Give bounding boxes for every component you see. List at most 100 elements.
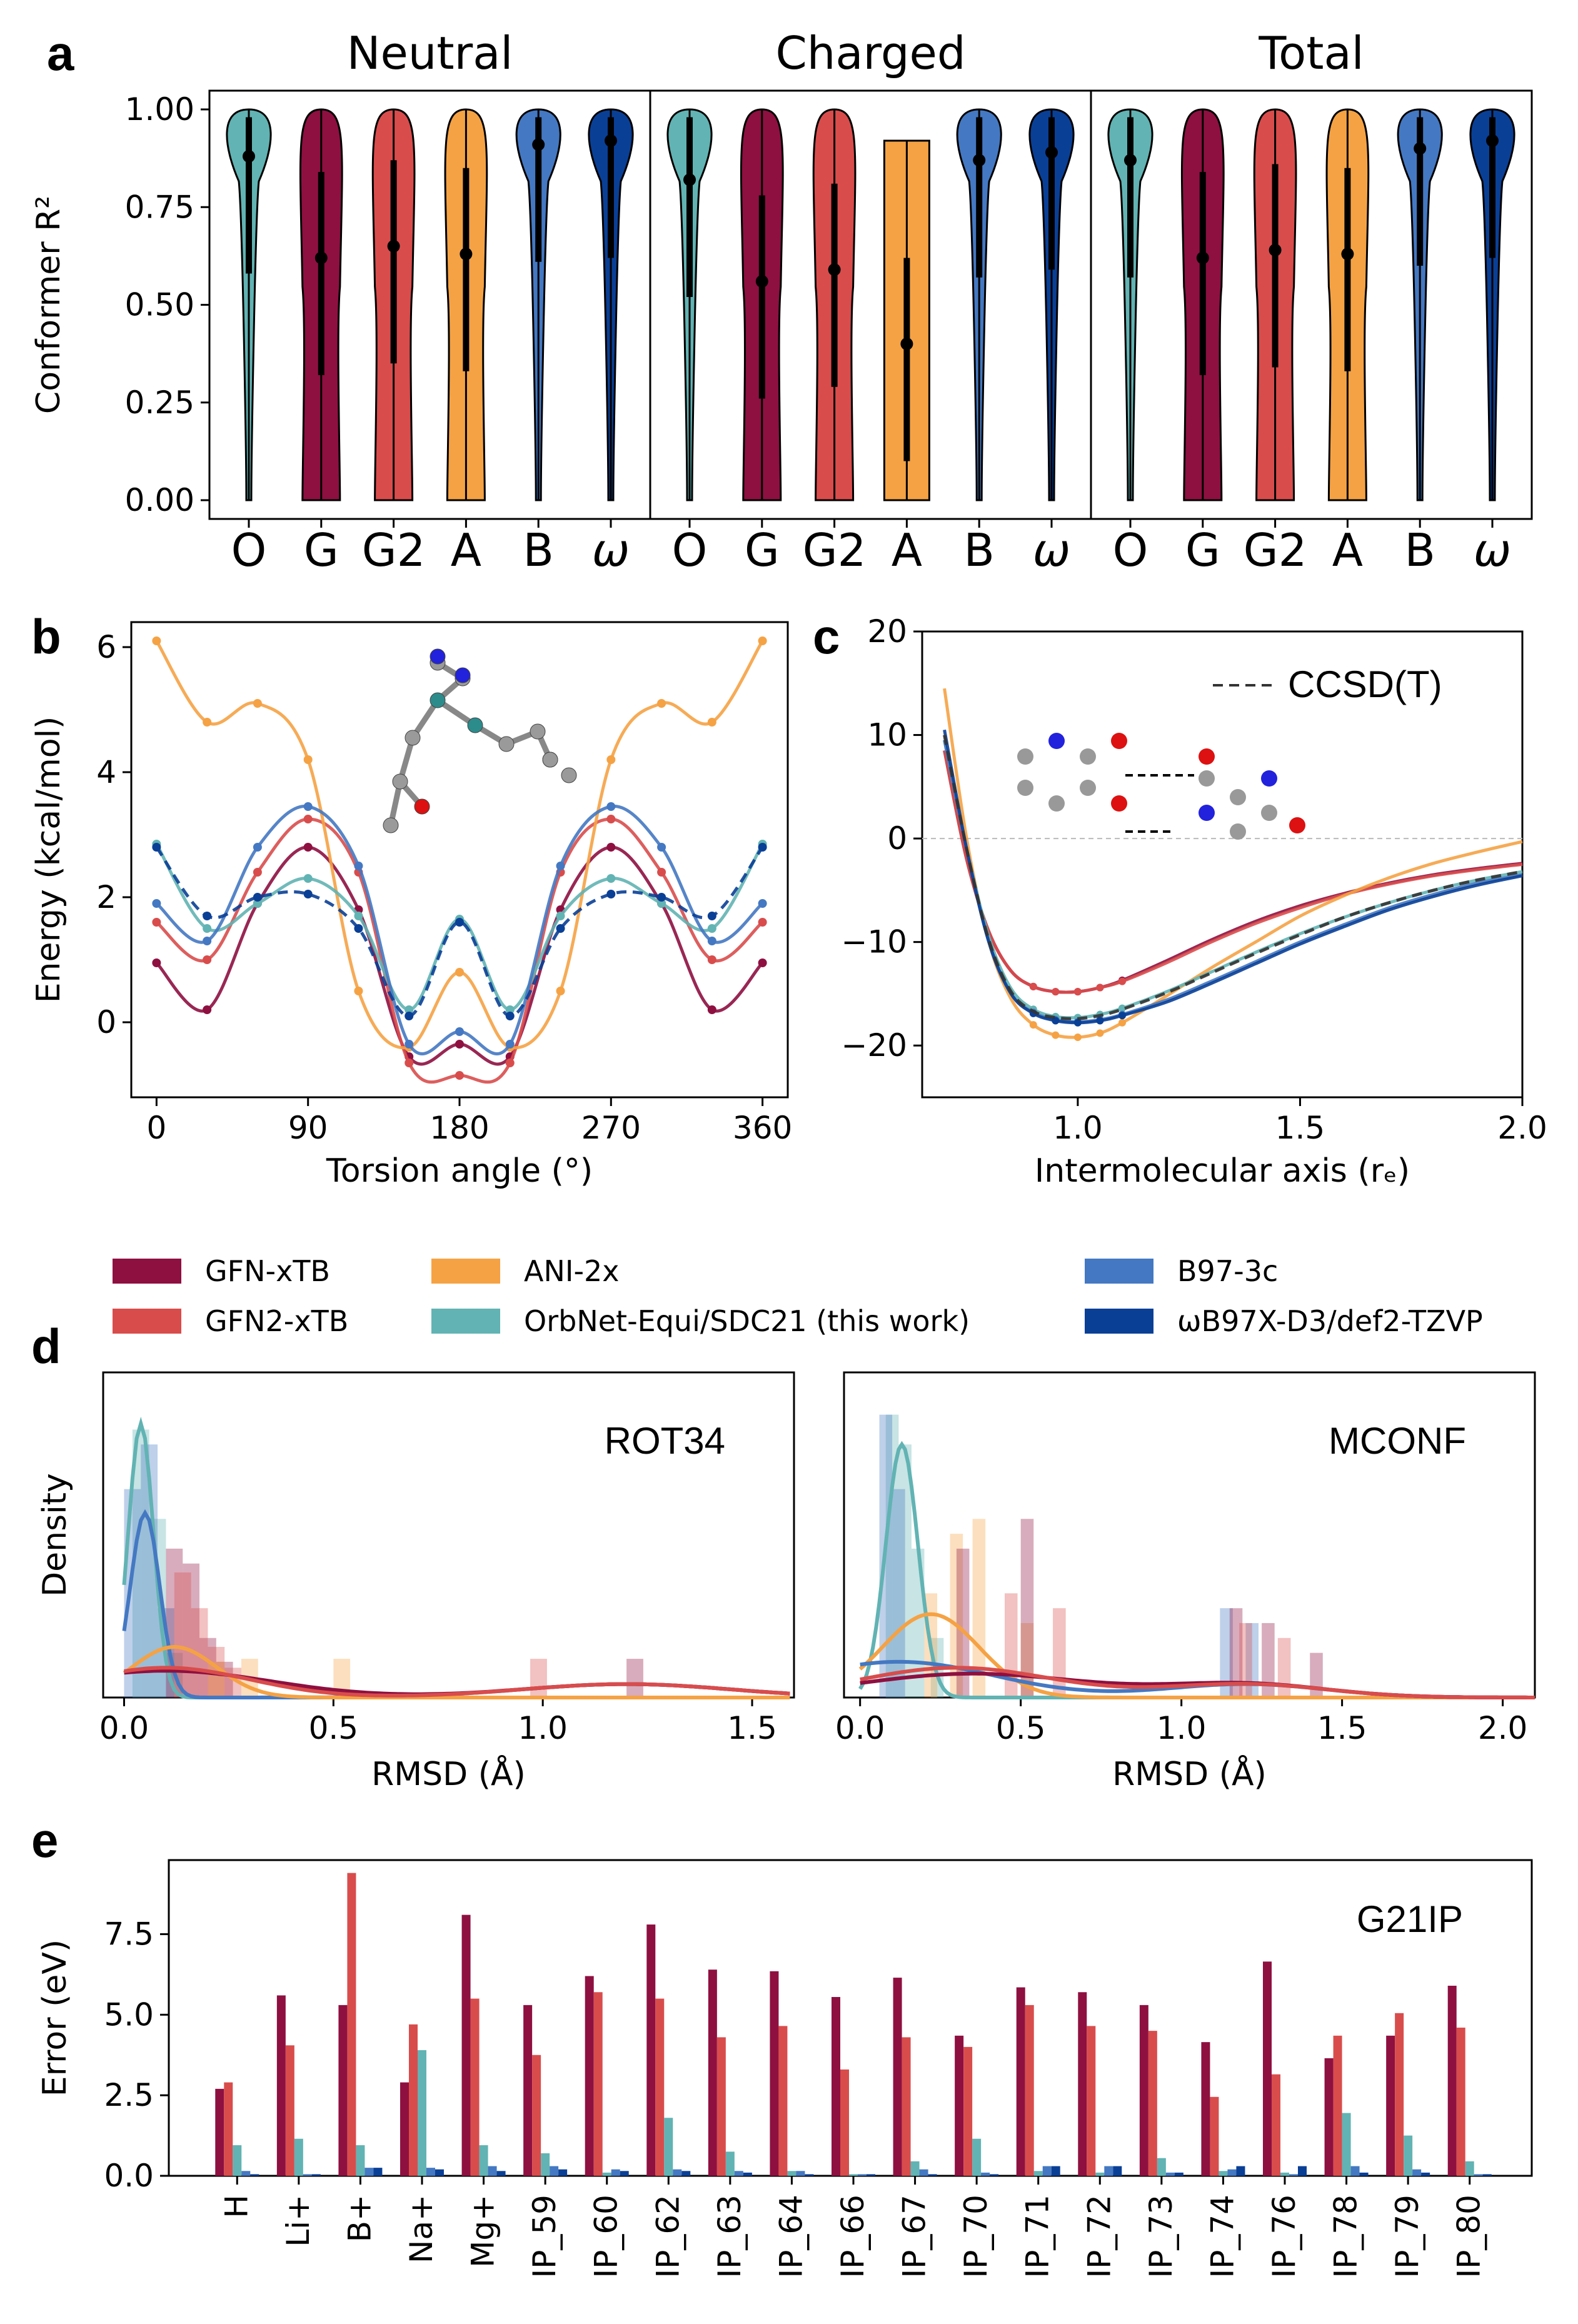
x-tick-180-label: 180 [430,1110,489,1146]
data-point-ANI-2x-240 [556,987,565,995]
bar-GFN2-xTB-Na+ [409,2024,418,2176]
data-point-ANI-2x-360 [758,636,767,645]
panel-label-d: d [31,1319,61,1374]
bar-wB97X-Li+ [311,2174,321,2176]
atom [1080,748,1096,765]
legend-swatch-ANI-2x [431,1259,500,1284]
x-tick-2.0-label: 2.0 [1478,1710,1528,1746]
bar-GFN-xTB-IP_59 [523,2005,533,2176]
y-axis-label: Conformer R² [30,196,68,414]
y-tick-6-label: 6 [96,629,116,665]
data-point-ANI-2x [1096,1029,1104,1037]
x-tick-label-B: B [963,524,994,576]
hist-bar-OrbNet [885,1414,899,1698]
atom [1048,795,1065,812]
bar-GFN2-xTB-IP_79 [1395,2013,1404,2176]
panel-e: 0.0 2.5 5.0 7.5 Error (eV) G21IP H Li+ B+ Na+ Mg+ I… [36,1859,1533,2278]
hist-bar-B97-3c [892,1489,905,1698]
bar-B97-3c-IP_60 [611,2169,620,2176]
x-tick-label-IP_66: IP_66 [835,2195,871,2278]
x-tick-1.0-label: 1.0 [518,1710,568,1746]
data-point-B97-3c-360 [758,899,767,908]
group-title-neutral: Neutral [347,27,513,79]
data-point-GFN2-xTB [1073,988,1082,996]
panel-label-a: a [47,26,74,81]
x-tick-label-Na+: Na+ [403,2195,440,2263]
atom [430,648,446,665]
atom [467,717,483,733]
violin-median-neutral-O [243,150,255,163]
x-tick-label-IP_71: IP_71 [1020,2195,1056,2278]
data-point-ANI-2x [1052,1031,1060,1039]
data-point-GFN2-xTB [1118,977,1126,985]
bar-GFN-xTB-IP_79 [1386,2035,1395,2176]
data-point-OrbNet-210 [505,1005,515,1014]
bar-B97-3c-IP_71 [1042,2166,1052,2176]
hist-bar-ANI-2x [1020,1622,1034,1698]
x-tick-label-ω: ω [1033,524,1070,576]
x-tick-label-A: A [892,524,922,576]
x-tick-0.5-label: 0.5 [309,1710,359,1746]
data-point-OrbNet-270 [606,874,616,883]
x-tick-label-G2: G2 [1244,524,1307,576]
data-point-GFN2-xTB-0 [152,918,161,927]
x-tick-90-label: 90 [288,1110,328,1146]
bar-wB97X-IP_62 [681,2171,691,2176]
hist-bar-GFN2-xTB [530,1659,547,1698]
data-point-wB97X [1073,1019,1082,1027]
data-point-GFN-xTB-90 [303,843,313,852]
bar-wB97X-Na+ [435,2169,444,2176]
bar-GFN-xTB-Mg+ [461,1914,471,2176]
atom [1111,795,1127,812]
data-point-GFN2-xTB-270 [606,815,616,823]
y-tick-1-label: −10 [841,924,907,960]
bar-OrbNet-IP_66 [849,2174,858,2176]
x-tick-label-IP_76: IP_76 [1266,2195,1302,2278]
kde-line-GFN2-xTB [860,1666,1535,1699]
panel-title: MCONF [1329,1420,1466,1462]
violin-median-total-B [1414,142,1427,155]
bar-B97-3c-IP_78 [1350,2166,1360,2176]
data-point-ANI-2x-300 [657,699,666,708]
data-point-ANI-2x-180 [455,968,464,977]
atom [430,692,446,708]
bar-GFN-xTB-IP_78 [1324,2058,1334,2176]
atom [405,730,421,746]
y-tick-5.0-label: 5.0 [104,1996,154,2033]
bar-B97-3c-IP_63 [734,2171,743,2176]
bar-wB97X-IP_60 [620,2171,629,2176]
data-point-wB97X-240 [556,924,565,933]
bar-GFN2-xTB-IP_64 [778,2026,788,2176]
legend-label-GFN2-xTB: GFN2-xTB [205,1304,348,1338]
bar-GFN2-xTB-B+ [347,1873,356,2176]
bar-wB97X-IP_63 [743,2172,752,2176]
bar-GFN-xTB-IP_66 [832,1997,840,2176]
x-tick-label-G2: G2 [362,524,426,576]
hist-bar-OrbNet [898,1444,912,1698]
bar-GFN2-xTB-IP_60 [593,1992,603,2176]
data-point-B97-3c-210 [505,1040,515,1049]
atom [1230,789,1246,805]
y-tick-4-label: 4 [96,754,116,790]
hist-bar-B97-3c [1245,1622,1259,1698]
x-tick-label-Mg+: Mg+ [465,2195,501,2268]
bar-OrbNet-IP_71 [1033,2171,1043,2176]
bar-wB97X-IP_76 [1298,2166,1307,2176]
y-tick-0-label: −20 [841,1027,907,1064]
data-point-GFN2-xTB [1029,982,1037,990]
data-point-GFN2-xTB-330 [707,955,716,964]
bar-OrbNet-B+ [356,2145,365,2176]
data-point-OrbNet-90 [303,874,313,883]
x-tick-label-O: O [672,524,708,576]
data-point-B97-3c-300 [657,843,666,852]
y-axis-label: Energy (kcal/mol) [30,717,68,1004]
atom [542,752,558,768]
data-point-GFN2-xTB-90 [303,815,313,823]
bar-B97-3c-IP_70 [981,2172,990,2176]
atom [1261,770,1277,787]
atom [1048,733,1065,749]
x-tick-label-IP_63: IP_63 [711,2195,748,2278]
x-tick-label-IP_60: IP_60 [588,2195,625,2278]
x-tick-label-ω: ω [592,524,630,576]
panel-title: G21IP [1357,1898,1463,1940]
